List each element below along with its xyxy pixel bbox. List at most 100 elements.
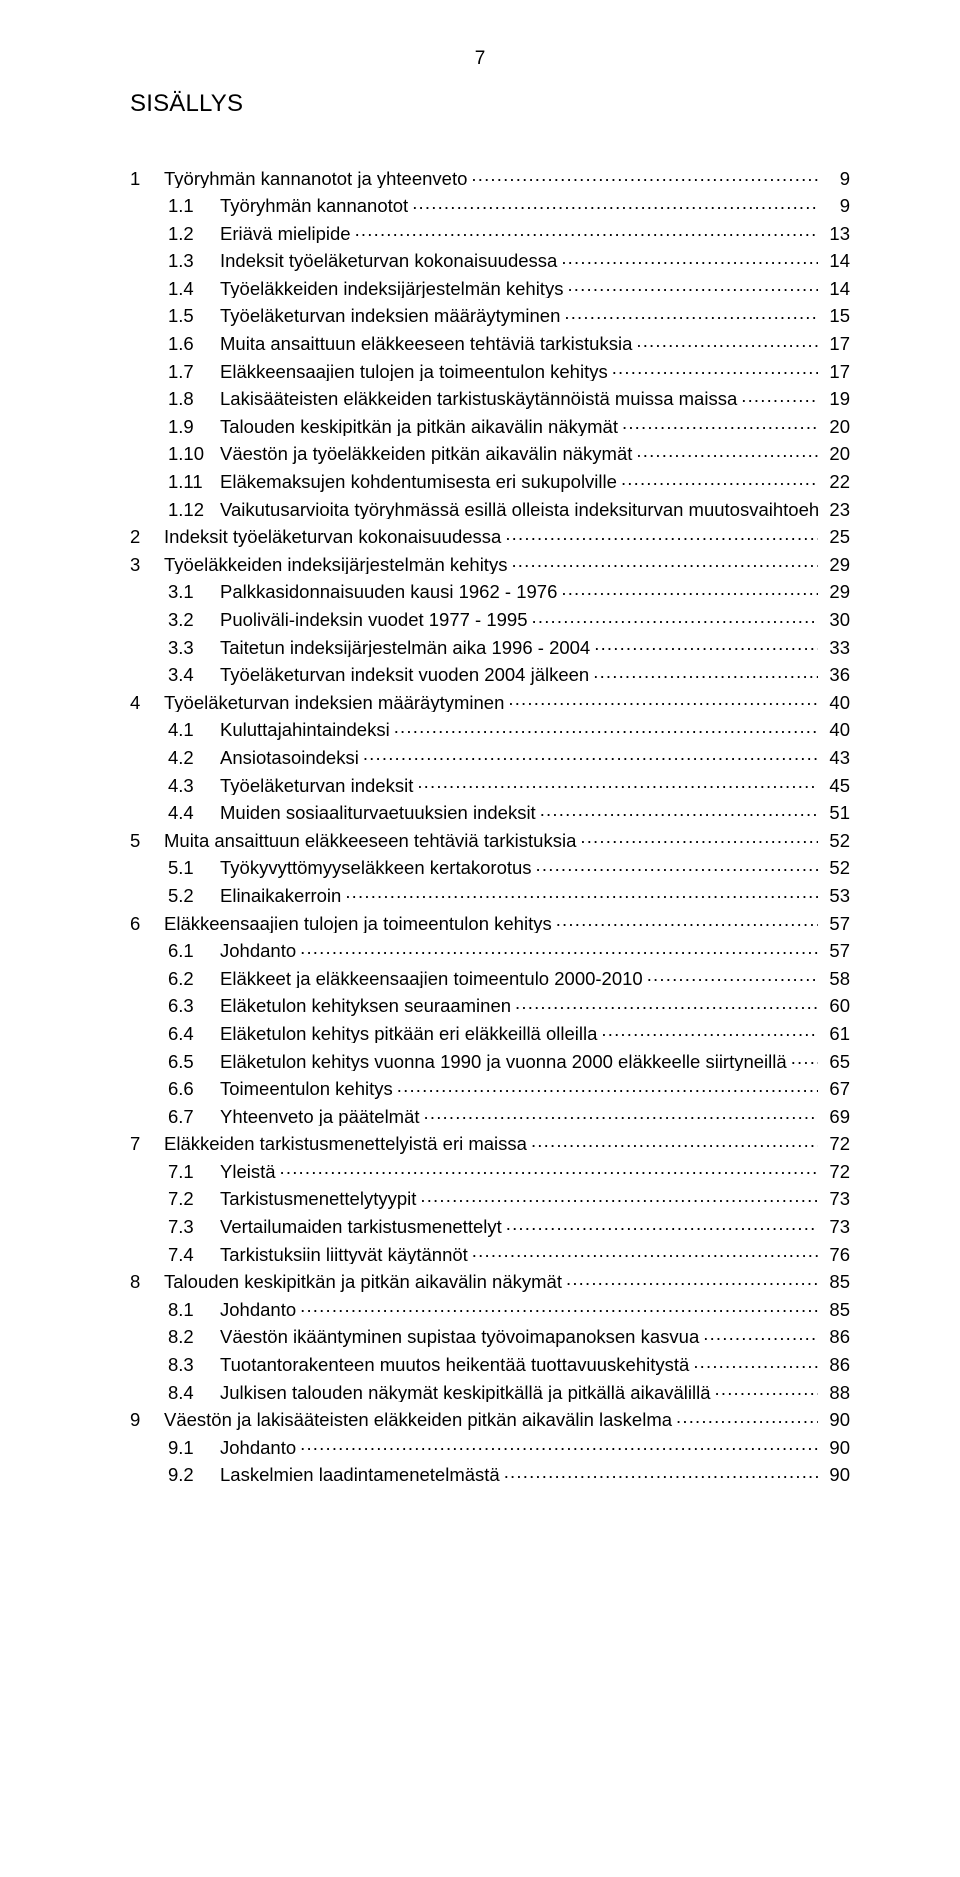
toc-leader-dots — [715, 1380, 818, 1399]
toc-entry-label: Indeksit työeläketurvan kokonaisuudessa — [220, 252, 561, 271]
toc-entry[interactable]: 7.4Tarkistuksiin liittyvät käytännöt76 — [130, 1242, 850, 1264]
toc-entry[interactable]: 1.1Työryhmän kannanotot9 — [130, 194, 850, 216]
toc-entry-number: 3.2 — [168, 611, 220, 630]
toc-entry-number: 8.3 — [168, 1356, 220, 1375]
toc-entry-number: 3.1 — [168, 583, 220, 602]
toc-entry[interactable]: 1.5Työeläketurvan indeksien määräytymine… — [130, 304, 850, 326]
toc-entry[interactable]: 1.6Muita ansaittuun eläkkeeseen tehtäviä… — [130, 332, 850, 354]
toc-entry[interactable]: 6.7Yhteenveto ja päätelmät69 — [130, 1104, 850, 1126]
toc-entry[interactable]: 6.3Eläketulon kehityksen seuraaminen60 — [130, 994, 850, 1016]
toc-entry[interactable]: 9.2Laskelmien laadintamenetelmästä90 — [130, 1463, 850, 1485]
toc-entry[interactable]: 1.4Työeläkkeiden indeksijärjestelmän keh… — [130, 276, 850, 298]
toc-entry-page: 76 — [818, 1246, 850, 1265]
toc-entry[interactable]: 8.3Tuotantorakenteen muutos heikentää tu… — [130, 1353, 850, 1375]
toc-entry-number: 8.4 — [168, 1384, 220, 1403]
toc-entry-label: Eläkkeet ja eläkkeensaajien toimeentulo … — [220, 970, 647, 989]
toc-leader-dots — [511, 552, 818, 571]
toc-entry-label: Väestön ja lakisääteisten eläkkeiden pit… — [164, 1411, 676, 1430]
toc-entry[interactable]: 1Työryhmän kannanotot ja yhteenveto9 — [130, 166, 850, 188]
toc-entry-label: Eläketulon kehitys pitkään eri eläkkeill… — [220, 1025, 601, 1044]
toc-entry-page: 73 — [818, 1218, 850, 1237]
toc-entry-page: 73 — [818, 1190, 850, 1209]
toc-entry-number: 1.1 — [168, 197, 220, 216]
toc-leader-dots — [363, 745, 818, 764]
toc-leader-dots — [561, 249, 818, 268]
toc-leader-dots — [791, 1049, 818, 1068]
toc-entry-number: 3 — [130, 556, 164, 575]
toc-entry[interactable]: 7.1Yleistä72 — [130, 1159, 850, 1181]
toc-entry[interactable]: 1.3Indeksit työeläketurvan kokonaisuudes… — [130, 249, 850, 271]
toc-entry[interactable]: 1.9Talouden keskipitkän ja pitkän aikavä… — [130, 414, 850, 436]
toc-leader-dots — [424, 1104, 818, 1123]
toc-entry-number: 4.3 — [168, 777, 220, 796]
toc-entry-number: 1.3 — [168, 252, 220, 271]
toc-entry-page: 53 — [818, 887, 850, 906]
toc-entry[interactable]: 3.4Työeläketurvan indeksit vuoden 2004 j… — [130, 663, 850, 685]
toc-entry[interactable]: 4.2Ansiotasoindeksi43 — [130, 745, 850, 767]
toc-entry-number: 8.2 — [168, 1328, 220, 1347]
toc-entry-page: 29 — [818, 583, 850, 602]
toc-entry-page: 36 — [818, 666, 850, 685]
toc-entry[interactable]: 6.2Eläkkeet ja eläkkeensaajien toimeentu… — [130, 966, 850, 988]
toc-entry[interactable]: 8.4Julkisen talouden näkymät keskipitkäl… — [130, 1380, 850, 1402]
toc-entry[interactable]: 8.1Johdanto85 — [130, 1297, 850, 1319]
toc-entry[interactable]: 1.2Eriävä mielipide13 — [130, 221, 850, 243]
toc-entry-number: 7.2 — [168, 1190, 220, 1209]
toc-entry[interactable]: 6.6Toimeentulon kehitys67 — [130, 1077, 850, 1099]
toc-entry-number: 7.4 — [168, 1246, 220, 1265]
toc-entry[interactable]: 4.3Työeläketurvan indeksit45 — [130, 773, 850, 795]
toc-leader-dots — [472, 1242, 818, 1261]
toc-entry[interactable]: 3.2Puoliväli-indeksin vuodet 1977 - 1995… — [130, 608, 850, 630]
toc-entry[interactable]: 2Indeksit työeläketurvan kokonaisuudessa… — [130, 525, 850, 547]
toc-entry-page: 20 — [818, 445, 850, 464]
toc-entry[interactable]: 6.4Eläketulon kehitys pitkään eri eläkke… — [130, 1021, 850, 1043]
toc-entry[interactable]: 1.12Vaikutusarvioita työryhmässä esillä … — [130, 497, 850, 519]
page-title: SISÄLLYS — [130, 90, 850, 118]
toc-entry[interactable]: 4Työeläketurvan indeksien määräytyminen4… — [130, 690, 850, 712]
toc-entry-label: Johdanto — [220, 1301, 300, 1320]
toc-entry[interactable]: 3.1Palkkasidonnaisuuden kausi 1962 - 197… — [130, 580, 850, 602]
toc-entry[interactable]: 5.1Työkyvyttömyyseläkkeen kertakorotus52 — [130, 856, 850, 878]
toc-entry[interactable]: 6.5Eläketulon kehitys vuonna 1990 ja vuo… — [130, 1049, 850, 1071]
toc-leader-dots — [636, 442, 818, 461]
toc-entry[interactable]: 6.1Johdanto57 — [130, 939, 850, 961]
toc-entry[interactable]: 1.7Eläkkeensaajien tulojen ja toimeentul… — [130, 359, 850, 381]
toc-entry[interactable]: 7.3Vertailumaiden tarkistusmenettelyt73 — [130, 1215, 850, 1237]
toc-entry[interactable]: 1.8Lakisääteisten eläkkeiden tarkistuskä… — [130, 387, 850, 409]
toc-entry-label: Elinaikakerroin — [220, 887, 345, 906]
toc-entry-label: Työeläketurvan indeksien määräytyminen — [164, 694, 508, 713]
toc-entry[interactable]: 5Muita ansaittuun eläkkeeseen tehtäviä t… — [130, 828, 850, 850]
toc-entry[interactable]: 1.11Eläkemaksujen kohdentumisesta eri su… — [130, 470, 850, 492]
toc-entry[interactable]: 7.2Tarkistusmenettelytyypit73 — [130, 1187, 850, 1209]
toc-entry[interactable]: 8.2Väestön ikääntyminen supistaa työvoim… — [130, 1325, 850, 1347]
toc-entry-label: Työryhmän kannanotot ja yhteenveto — [164, 170, 471, 189]
toc-entry-label: Eläketulon kehitys vuonna 1990 ja vuonna… — [220, 1053, 791, 1072]
toc-entry-label: Kuluttajahintaindeksi — [220, 721, 394, 740]
toc-entry[interactable]: 9Väestön ja lakisääteisten eläkkeiden pi… — [130, 1408, 850, 1430]
toc-entry-number: 6.4 — [168, 1025, 220, 1044]
toc-entry-page: 17 — [818, 363, 850, 382]
toc-entry[interactable]: 3Työeläkkeiden indeksijärjestelmän kehit… — [130, 552, 850, 574]
toc-entry-number: 1.6 — [168, 335, 220, 354]
toc-entry[interactable]: 5.2Elinaikakerroin53 — [130, 883, 850, 905]
toc-entry[interactable]: 4.4Muiden sosiaaliturvaetuuksien indeksi… — [130, 801, 850, 823]
toc-entry-page: 57 — [818, 915, 850, 934]
toc-entry[interactable]: 4.1Kuluttajahintaindeksi40 — [130, 718, 850, 740]
page-number: 7 — [0, 48, 960, 70]
toc-entry-number: 1.8 — [168, 390, 220, 409]
toc-entry-label: Eriävä mielipide — [220, 225, 355, 244]
toc-entry-label: Muita ansaittuun eläkkeeseen tehtäviä ta… — [220, 335, 636, 354]
toc-entry[interactable]: 1.10Väestön ja työeläkkeiden pitkän aika… — [130, 442, 850, 464]
toc-entry-number: 1.10 — [168, 445, 220, 464]
toc-entry[interactable]: 6Eläkkeensaajien tulojen ja toimeentulon… — [130, 911, 850, 933]
toc-entry-page: 85 — [818, 1301, 850, 1320]
toc-entry[interactable]: 7Eläkkeiden tarkistusmenettelyistä eri m… — [130, 1132, 850, 1154]
toc-leader-dots — [556, 911, 818, 930]
toc-entry-number: 6.3 — [168, 997, 220, 1016]
toc-leader-dots — [345, 883, 818, 902]
toc-entry-page: 85 — [818, 1273, 850, 1292]
toc-entry[interactable]: 9.1Johdanto90 — [130, 1435, 850, 1457]
toc-entry[interactable]: 8Talouden keskipitkän ja pitkän aikaväli… — [130, 1270, 850, 1292]
toc-entry[interactable]: 3.3Taitetun indeksijärjestelmän aika 199… — [130, 635, 850, 657]
toc-leader-dots — [504, 1463, 818, 1482]
